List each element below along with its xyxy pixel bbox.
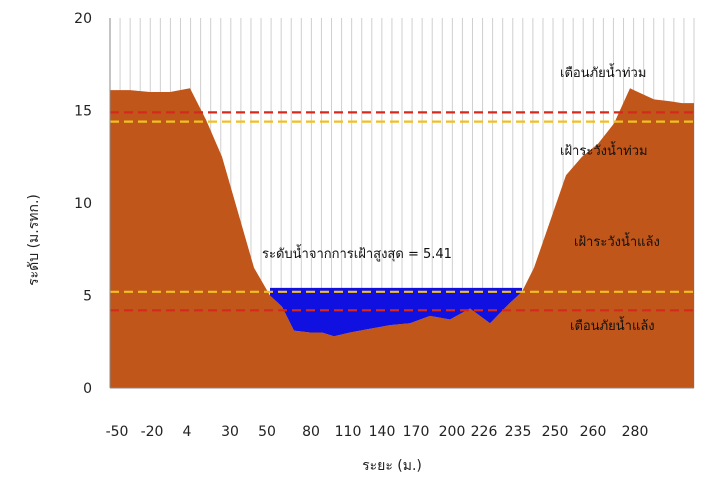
- water-area: [270, 287, 522, 337]
- label-drought-warning: เตือนภัยน้ำแล้ง: [570, 316, 655, 334]
- y-tick-label: 5: [83, 289, 92, 305]
- y-tick-label: 10: [74, 196, 92, 212]
- y-tick-labels: 0 5 10 15 20: [74, 11, 92, 397]
- x-tick-label: 260: [580, 424, 607, 440]
- x-tick-label: 170: [403, 424, 430, 440]
- x-tick-label: 250: [542, 424, 569, 440]
- label-flood-warning: เตือนภัยน้ำท่วม: [560, 63, 646, 81]
- y-tick-label: 15: [74, 104, 92, 120]
- x-tick-label: 4: [183, 424, 192, 440]
- x-tick-label: 200: [439, 424, 466, 440]
- y-tick-label: 20: [74, 11, 92, 27]
- x-tick-label: 280: [622, 424, 649, 440]
- label-flood-watch: เฝ้าระวังน้ำท่วม: [560, 141, 648, 159]
- x-tick-label: 226: [471, 424, 498, 440]
- x-axis-title: ระยะ (ม.): [362, 458, 422, 474]
- x-tick-label: -50: [106, 424, 129, 440]
- y-tick-label: 0: [83, 381, 92, 397]
- x-tick-label: -20: [141, 424, 164, 440]
- x-tick-label: 140: [369, 424, 396, 440]
- water-fill: [270, 287, 522, 337]
- x-tick-label: 50: [258, 424, 276, 440]
- label-drought-watch: เฝ้าระวังน้ำแล้ง: [574, 232, 660, 250]
- ground-profile: [110, 88, 694, 389]
- ground-area: [110, 88, 694, 389]
- x-tick-labels: -50 -20 4 30 50 80 110 140 170 200 226 235 250 260 280: [106, 424, 649, 440]
- x-tick-label: 110: [335, 424, 362, 440]
- y-axis-title: ระดับ (ม.รทก.): [26, 194, 42, 286]
- x-tick-label: 80: [302, 424, 320, 440]
- x-tick-label: 235: [505, 424, 532, 440]
- x-tick-label: 30: [221, 424, 239, 440]
- axes: [109, 18, 694, 389]
- water-level-annotation: ระดับน้ำจากการเฝ้าสูงสุด = 5.41: [262, 244, 452, 262]
